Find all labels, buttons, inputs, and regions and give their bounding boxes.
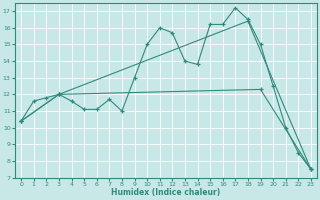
X-axis label: Humidex (Indice chaleur): Humidex (Indice chaleur) [111,188,221,197]
